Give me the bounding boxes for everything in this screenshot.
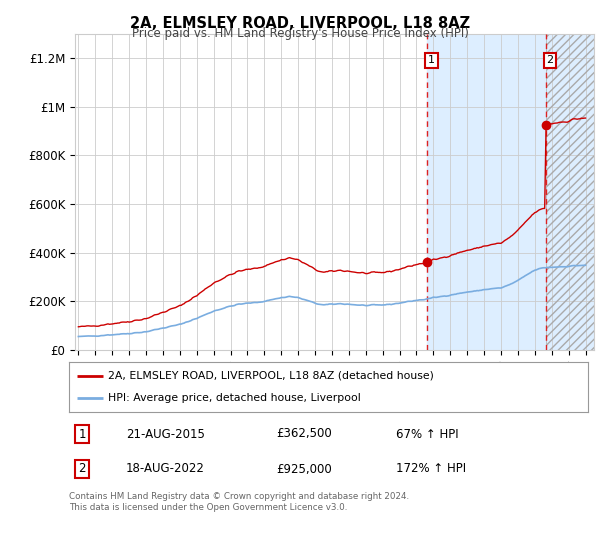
Text: 18-AUG-2022: 18-AUG-2022 bbox=[126, 463, 205, 475]
Text: Price paid vs. HM Land Registry's House Price Index (HPI): Price paid vs. HM Land Registry's House … bbox=[131, 27, 469, 40]
Text: Contains HM Land Registry data © Crown copyright and database right 2024.
This d: Contains HM Land Registry data © Crown c… bbox=[69, 492, 409, 512]
Text: 1: 1 bbox=[428, 55, 435, 66]
Text: 2A, ELMSLEY ROAD, LIVERPOOL, L18 8AZ (detached house): 2A, ELMSLEY ROAD, LIVERPOOL, L18 8AZ (de… bbox=[108, 371, 434, 381]
Bar bbox=[427, 34, 545, 350]
Text: 67% ↑ HPI: 67% ↑ HPI bbox=[396, 427, 458, 441]
Text: £925,000: £925,000 bbox=[277, 463, 332, 475]
Text: 1: 1 bbox=[78, 427, 86, 441]
Text: £362,500: £362,500 bbox=[277, 427, 332, 441]
Bar bbox=[545, 34, 594, 350]
Text: 2: 2 bbox=[78, 463, 86, 475]
Text: 21-AUG-2015: 21-AUG-2015 bbox=[126, 427, 205, 441]
Text: 172% ↑ HPI: 172% ↑ HPI bbox=[396, 463, 466, 475]
Text: 2A, ELMSLEY ROAD, LIVERPOOL, L18 8AZ: 2A, ELMSLEY ROAD, LIVERPOOL, L18 8AZ bbox=[130, 16, 470, 31]
Text: 2: 2 bbox=[547, 55, 553, 66]
Bar bbox=[545, 34, 594, 350]
Text: HPI: Average price, detached house, Liverpool: HPI: Average price, detached house, Live… bbox=[108, 393, 361, 403]
